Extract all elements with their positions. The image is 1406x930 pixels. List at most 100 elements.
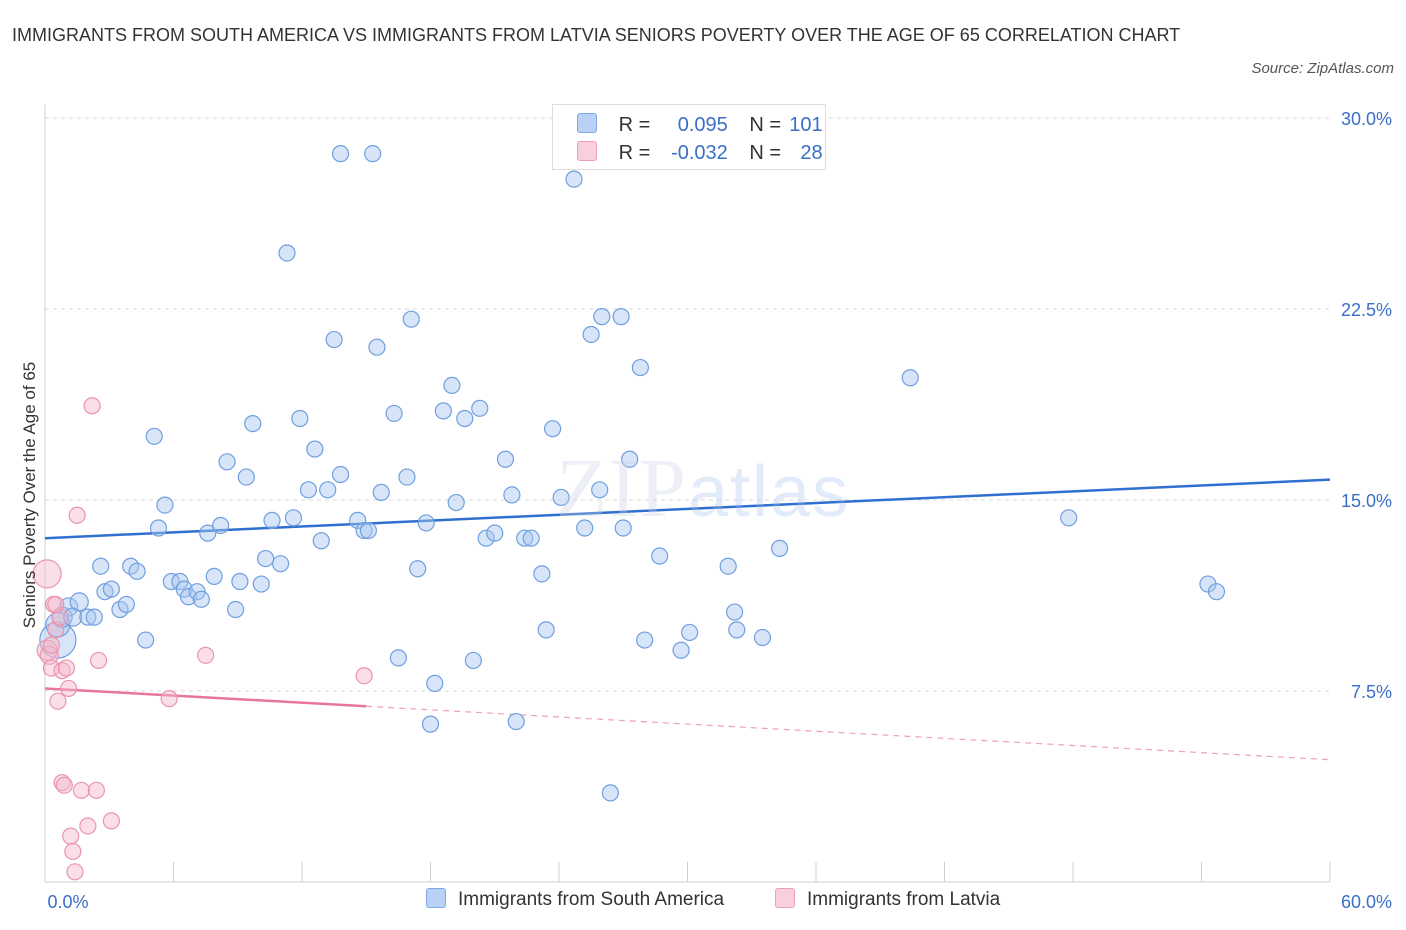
point-south-america	[434, 402, 452, 420]
y-tick-label: 7.5%	[1351, 682, 1392, 702]
point-south-america	[651, 547, 669, 565]
data-points	[32, 145, 1226, 881]
point-south-america	[331, 145, 350, 163]
point-south-america	[612, 308, 630, 326]
legend-swatch-latvia	[577, 141, 597, 161]
point-south-america	[331, 465, 350, 484]
point-south-america	[770, 539, 789, 557]
point-south-america	[199, 524, 217, 542]
legend-n-label: N =	[749, 142, 782, 164]
point-south-america	[299, 481, 318, 499]
point-latvia	[49, 692, 67, 710]
point-latvia	[32, 559, 62, 589]
point-south-america	[477, 529, 495, 547]
point-south-america	[464, 651, 482, 670]
point-latvia	[62, 827, 80, 845]
legend-r-value: -0.032	[671, 142, 728, 164]
point-south-america	[263, 511, 281, 529]
point-latvia	[68, 506, 86, 524]
point-south-america	[552, 488, 570, 507]
point-south-america	[359, 521, 377, 540]
point-latvia	[160, 690, 178, 708]
point-latvia	[87, 781, 106, 799]
point-latvia	[42, 659, 61, 677]
point-south-america	[537, 621, 555, 639]
point-latvia	[102, 812, 120, 830]
tick-labels: 7.5% 15.0% 22.5% 30.0% 0.0% 60.0%	[47, 109, 1392, 912]
legend: R = 0.095 N = 101 R = -0.032 N = 28	[552, 104, 826, 170]
point-south-america	[456, 409, 474, 428]
point-south-america	[443, 376, 461, 394]
point-south-america	[271, 555, 290, 573]
point-south-america	[227, 600, 245, 619]
point-south-america	[117, 595, 135, 614]
point-south-america	[726, 603, 744, 621]
point-latvia	[64, 842, 82, 861]
point-latvia	[79, 817, 97, 835]
point-south-america	[507, 712, 525, 731]
point-south-america	[389, 649, 407, 667]
point-south-america	[614, 519, 632, 537]
point-south-america	[1207, 583, 1226, 601]
point-latvia	[51, 608, 69, 626]
point-south-america	[447, 493, 465, 512]
point-south-america	[576, 519, 594, 537]
point-south-america	[471, 399, 489, 417]
point-south-america	[719, 557, 737, 575]
point-south-america	[325, 330, 343, 349]
y-tick-label: 22.5%	[1341, 300, 1392, 320]
legend-r-label: R =	[618, 114, 651, 136]
point-south-america	[244, 415, 262, 433]
point-south-america	[92, 557, 110, 575]
legend-n-value: 101	[789, 114, 823, 136]
point-south-america	[421, 715, 440, 733]
point-south-america	[355, 521, 373, 540]
trend-line-latvia	[44, 687, 367, 708]
point-south-america	[256, 549, 275, 568]
point-south-america	[145, 427, 163, 445]
legend-n-label: N =	[749, 114, 782, 136]
point-south-america	[901, 369, 919, 387]
point-latvia	[72, 781, 91, 799]
point-south-america	[128, 562, 146, 580]
point-south-america	[218, 453, 236, 471]
point-south-america	[364, 145, 382, 163]
y-tick-label: 15.0%	[1341, 491, 1392, 511]
point-south-america	[79, 608, 97, 626]
trend-line-latvia-extension	[366, 705, 1331, 761]
point-south-america	[402, 310, 420, 328]
point-south-america	[102, 580, 120, 598]
bottom-legend-swatch-south-america	[426, 888, 446, 908]
point-south-america	[85, 608, 103, 626]
point-south-america	[621, 450, 639, 468]
point-south-america	[503, 486, 521, 504]
point-south-america	[516, 529, 534, 547]
point-south-america	[728, 621, 746, 639]
point-south-america	[278, 244, 296, 262]
y-tick-label: 30.0%	[1341, 109, 1392, 129]
point-south-america	[149, 519, 168, 537]
point-south-america	[398, 468, 416, 486]
point-south-america	[349, 511, 367, 529]
bottom-legend-label: Immigrants from Latvia	[807, 889, 1001, 910]
y-axis-label: Seniors Poverty Over the Age of 65	[20, 362, 39, 628]
point-south-america	[368, 338, 386, 356]
point-south-america	[753, 628, 772, 647]
point-south-america	[319, 481, 337, 499]
point-south-america	[533, 565, 551, 583]
point-south-america	[601, 784, 620, 802]
point-south-america	[522, 529, 540, 547]
axes	[44, 104, 1331, 883]
point-south-america	[372, 483, 390, 501]
point-latvia	[83, 397, 101, 415]
point-south-america	[593, 308, 611, 326]
point-latvia	[89, 651, 108, 670]
point-south-america	[582, 325, 600, 344]
point-latvia	[59, 679, 78, 698]
point-south-america	[205, 567, 223, 586]
legend-r-value: 0.095	[677, 114, 728, 136]
point-south-america	[543, 420, 562, 438]
point-south-america	[681, 623, 699, 642]
point-south-america	[306, 440, 324, 458]
point-latvia	[47, 595, 65, 614]
